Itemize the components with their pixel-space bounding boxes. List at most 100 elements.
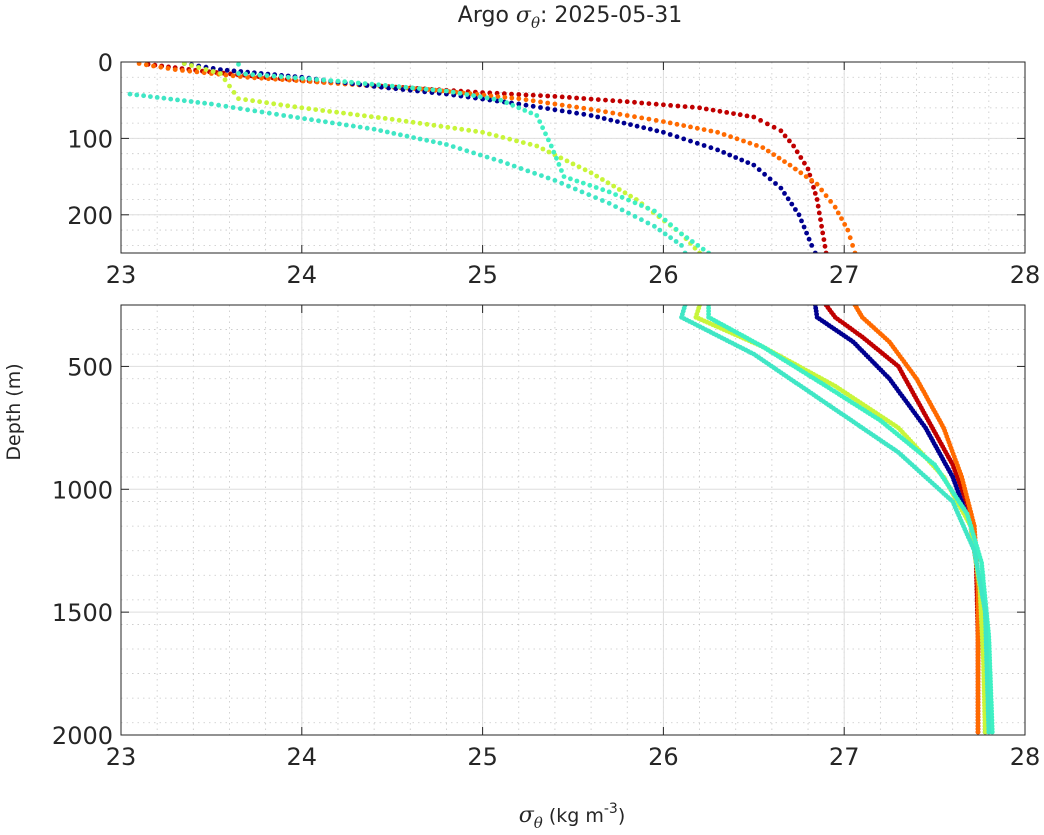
profile-navy-point — [773, 181, 778, 186]
profile-navy-point — [812, 250, 818, 253]
profile-navy-point — [224, 67, 230, 73]
profile-yellow-green-point — [285, 103, 291, 109]
profile-orange-point — [787, 162, 793, 168]
profile-orange-point — [495, 94, 501, 99]
profile-orange-point — [502, 94, 508, 100]
profile-aqua-2-point — [404, 133, 410, 139]
profile-aqua-2-upper-points — [127, 91, 688, 253]
profile-dark-red-point — [603, 97, 608, 103]
profile-navy-point — [721, 150, 727, 155]
profile-aqua-2-point — [545, 175, 551, 181]
profile-aqua-1-point — [568, 176, 573, 182]
profile-aqua-1-point — [554, 155, 559, 161]
upper-x-tick-label: 27 — [829, 261, 860, 289]
profile-aqua-2-point — [302, 116, 307, 122]
profile-orange-point — [694, 125, 700, 131]
profile-yellow-green-point — [396, 117, 402, 123]
profile-dark-red-point — [758, 118, 763, 123]
profile-yellow-green-point — [697, 250, 702, 253]
profile-orange-point — [538, 99, 543, 105]
profile-navy-point — [574, 110, 579, 116]
lower-y-tick-label: 2000 — [52, 722, 113, 750]
x-label-units-pre: (kg m — [543, 805, 604, 827]
title-symbol: σ — [516, 3, 532, 28]
profile-yellow-green-point — [570, 161, 576, 167]
profile-yellow-green-point — [540, 146, 546, 152]
profile-aqua-2-point — [323, 119, 328, 125]
profile-yellow-green-point — [431, 122, 437, 128]
x-label-subscript: θ — [534, 814, 543, 832]
profile-orange-point — [842, 222, 848, 227]
profile-aqua-1-point — [389, 83, 395, 89]
profile-navy-point — [667, 132, 673, 137]
profile-aqua-1-point — [457, 90, 463, 96]
profile-aqua-2-point — [274, 111, 279, 117]
profile-aqua-2-point — [657, 227, 663, 233]
profile-orange-point — [728, 134, 733, 140]
profile-orange-point — [230, 73, 236, 79]
profile-aqua-2-point — [281, 113, 287, 118]
upper-data-points — [127, 62, 858, 253]
profile-yellow-green-point — [452, 125, 458, 131]
profile-dark-red-point — [639, 100, 645, 106]
profile-aqua-1-point — [613, 192, 618, 198]
profile-aqua-1-point — [278, 74, 284, 80]
profile-aqua-1-point — [236, 62, 241, 67]
profile-orange-point — [661, 119, 666, 124]
profile-aqua-1-point — [444, 88, 449, 94]
profile-aqua-2-point — [391, 131, 397, 136]
profile-orange-point — [632, 114, 637, 120]
profile-navy-point — [727, 152, 733, 158]
profile-dark-red-point — [501, 91, 507, 97]
profile-navy-point — [621, 120, 627, 126]
profile-navy-point — [538, 105, 543, 110]
profile-yellow-green-point — [278, 102, 284, 108]
profile-orange-point — [667, 120, 673, 126]
profile-aqua-2-point — [209, 101, 214, 107]
profile-aqua-1-point — [292, 75, 298, 81]
profile-yellow-green-point — [257, 99, 262, 105]
profile-aqua-1-point — [626, 197, 631, 203]
profile-aqua-1-point — [328, 78, 334, 83]
profile-navy-point — [601, 116, 607, 121]
profile-yellow-green-point — [588, 170, 594, 176]
profile-aqua-1-point — [559, 168, 564, 173]
profile-yellow-green-point — [616, 187, 622, 192]
upper-x-tick-label: 23 — [106, 261, 137, 289]
profile-dark-red-point — [811, 184, 816, 190]
x-axis-label: σθ (kg m-3) — [519, 801, 626, 832]
profile-aqua-2-point — [154, 95, 160, 100]
profile-navy-point — [767, 176, 773, 182]
profile-aqua-1-point — [639, 203, 644, 208]
profile-aqua-1-point — [243, 71, 249, 77]
profile-aqua-1-point — [285, 74, 291, 80]
profile-aqua-1-point — [450, 89, 456, 95]
profile-aqua-1-point — [403, 84, 409, 90]
profile-yellow-green-point — [507, 136, 513, 142]
profile-navy-point — [386, 85, 391, 91]
profile-yellow-green-point — [210, 69, 216, 74]
profile-aqua-2-point — [252, 108, 258, 114]
profile-navy-point — [661, 129, 666, 135]
profile-aqua-2-point — [237, 106, 243, 111]
profile-aqua-1-point — [657, 213, 663, 219]
profile-dark-red-point — [567, 95, 572, 100]
profile-yellow-green-point — [982, 729, 988, 735]
profile-aqua-1-point — [689, 239, 695, 244]
profile-navy-point — [751, 162, 757, 168]
profile-aqua-1-upper-points — [236, 62, 711, 253]
profile-aqua-1-point — [652, 208, 657, 214]
profile-aqua-1-point — [307, 76, 312, 82]
upper-x-tick-label: 26 — [648, 261, 679, 289]
profile-aqua-1-point — [510, 102, 516, 108]
profile-aqua-2-point — [398, 132, 403, 138]
profile-orange-point — [552, 101, 558, 107]
profile-aqua-2-point — [559, 180, 565, 186]
profile-aqua-1-point — [484, 95, 490, 101]
profile-aqua-2-point — [288, 114, 294, 119]
profile-aqua-2-point — [245, 107, 251, 113]
profile-aqua-1-point — [369, 81, 375, 87]
profile-aqua-1-point — [662, 217, 668, 223]
profile-yellow-green-point — [628, 193, 633, 199]
profile-aqua-2-point — [371, 126, 377, 132]
